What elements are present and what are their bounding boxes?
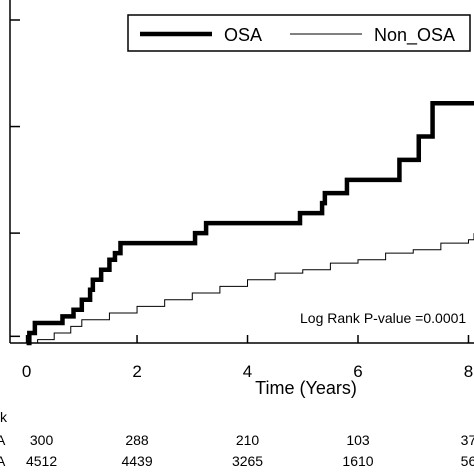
risk-cell-r1-c3: 1610	[342, 453, 373, 469]
x-tick-label-4: 4	[243, 362, 252, 381]
risk-cell-r0-c4: 37	[461, 432, 474, 448]
series-line-non-osa	[26, 233, 474, 344]
legend-label-non-osa: Non_OSA	[374, 25, 455, 46]
risk-cells: 300 288 210 103 37 4512 4439 3265 1610 56	[26, 432, 474, 469]
x-axis-title: Time (Years)	[255, 378, 357, 398]
risk-table-header: k	[0, 409, 8, 425]
axes	[9, 0, 474, 344]
risk-cell-r0-c3: 103	[346, 432, 370, 448]
series-line-osa	[26, 100, 474, 346]
x-ticks: 0 2 4 6 8	[22, 335, 473, 381]
log-rank-annotation: Log Rank P-value =0.0001	[300, 310, 466, 326]
x-tick-label-6: 6	[353, 362, 362, 381]
risk-cell-r1-c2: 3265	[232, 453, 263, 469]
curves	[26, 100, 474, 346]
risk-cell-r0-c1: 288	[125, 432, 149, 448]
risk-cell-r0-c0: 300	[30, 432, 54, 448]
legend: OSA Non_OSA	[127, 14, 471, 52]
legend-label-osa: OSA	[224, 25, 262, 45]
x-tick-label-0: 0	[22, 362, 31, 381]
risk-cell-r1-c4: 56	[461, 453, 474, 469]
x-tick-label-8: 8	[464, 362, 473, 381]
risk-cell-r1-c0: 4512	[26, 453, 57, 469]
risk-table: k A A 300 288 210 103 37 4512 4439 3265 1610 56	[0, 409, 474, 469]
risk-cell-r0-c2: 210	[236, 432, 260, 448]
x-tick-label-2: 2	[132, 362, 141, 381]
risk-row-1-label: A	[0, 453, 6, 469]
risk-cell-r1-c1: 4439	[121, 453, 152, 469]
risk-row-0-label: A	[0, 432, 6, 448]
